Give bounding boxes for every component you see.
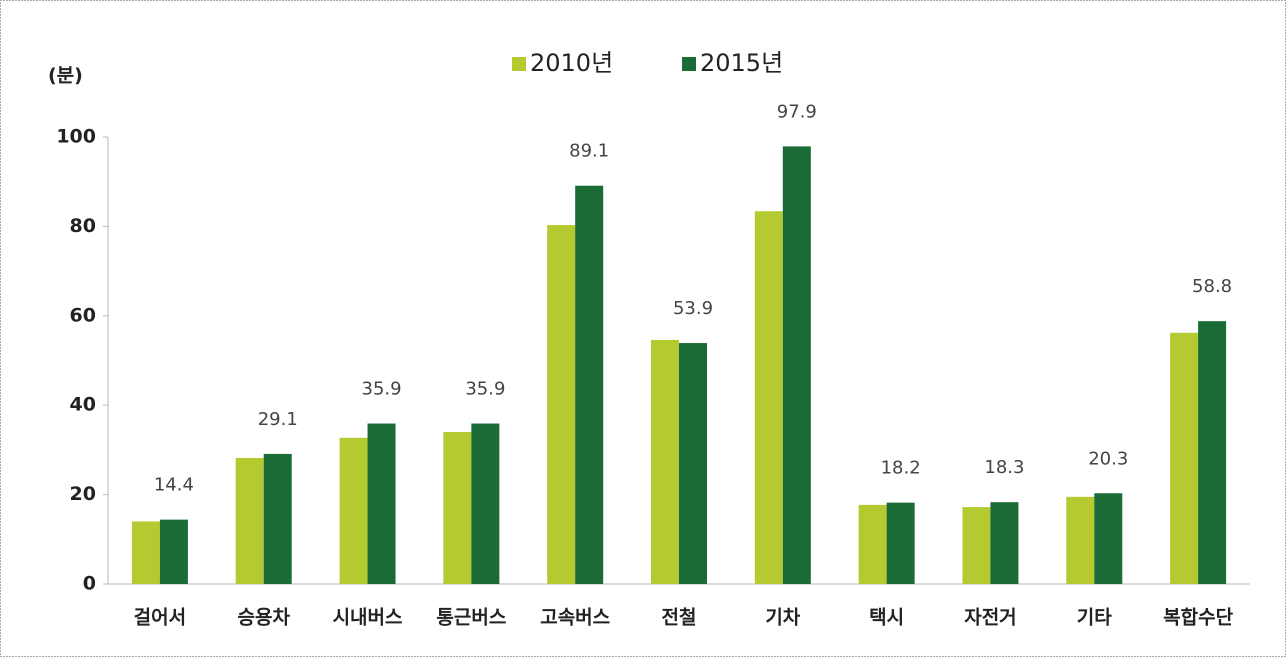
data-label: 35.9 (362, 379, 402, 400)
bar (1094, 493, 1123, 584)
y-tick-label: 40 (70, 394, 96, 416)
bar (1066, 496, 1095, 584)
x-tick-label: 택시 (869, 607, 904, 629)
x-tick-label: 걸어서 (134, 607, 186, 629)
legend-swatch (512, 57, 526, 71)
x-tick-label: 시내버스 (333, 607, 403, 629)
data-label: 18.2 (881, 458, 921, 479)
bar (131, 521, 160, 584)
bar (651, 339, 679, 584)
bar (858, 504, 887, 584)
bar (782, 146, 811, 584)
y-tick-label: 80 (70, 215, 96, 237)
bar (962, 507, 991, 584)
data-label: 35.9 (465, 379, 505, 400)
data-label: 14.4 (154, 475, 194, 496)
y-tick-label: 100 (56, 126, 96, 148)
x-tick-label: 승용차 (238, 607, 291, 629)
bar (754, 211, 783, 584)
bar (159, 519, 188, 584)
x-tick-label: 복합수단 (1163, 607, 1233, 629)
legend-label: 2010년 (530, 49, 613, 77)
y-tick-label: 0 (83, 573, 96, 595)
bar (263, 453, 292, 584)
data-label: 29.1 (258, 409, 298, 430)
bar (990, 502, 1019, 584)
bar (235, 457, 264, 584)
x-tick-label: 기차 (765, 607, 800, 629)
bar (679, 343, 707, 584)
bar (339, 437, 368, 584)
bar (471, 423, 500, 584)
bar (1170, 332, 1199, 584)
bar (367, 423, 396, 584)
y-tick-label: 60 (70, 304, 96, 326)
x-tick-label: 자전거 (964, 607, 1016, 629)
data-label: 20.3 (1088, 448, 1128, 469)
data-label: 18.3 (984, 457, 1024, 478)
y-tick-label: 20 (70, 483, 96, 505)
x-tick-label: 전철 (662, 607, 697, 629)
bar (886, 502, 915, 584)
x-tick-label: 고속버스 (540, 607, 610, 629)
legend-label: 2015년 (700, 49, 783, 77)
bar (1198, 321, 1227, 584)
data-label: 89.1 (569, 141, 609, 162)
data-label: 53.9 (673, 298, 713, 319)
data-label: 58.8 (1192, 276, 1232, 297)
y-axis-label: (분) (48, 65, 83, 87)
data-label: 97.9 (777, 101, 817, 122)
x-tick-label: 통근버스 (436, 607, 506, 629)
legend-swatch (682, 57, 696, 71)
x-tick-label: 기타 (1077, 607, 1112, 629)
bar (547, 225, 576, 584)
bar (443, 432, 472, 584)
bar (575, 185, 604, 584)
